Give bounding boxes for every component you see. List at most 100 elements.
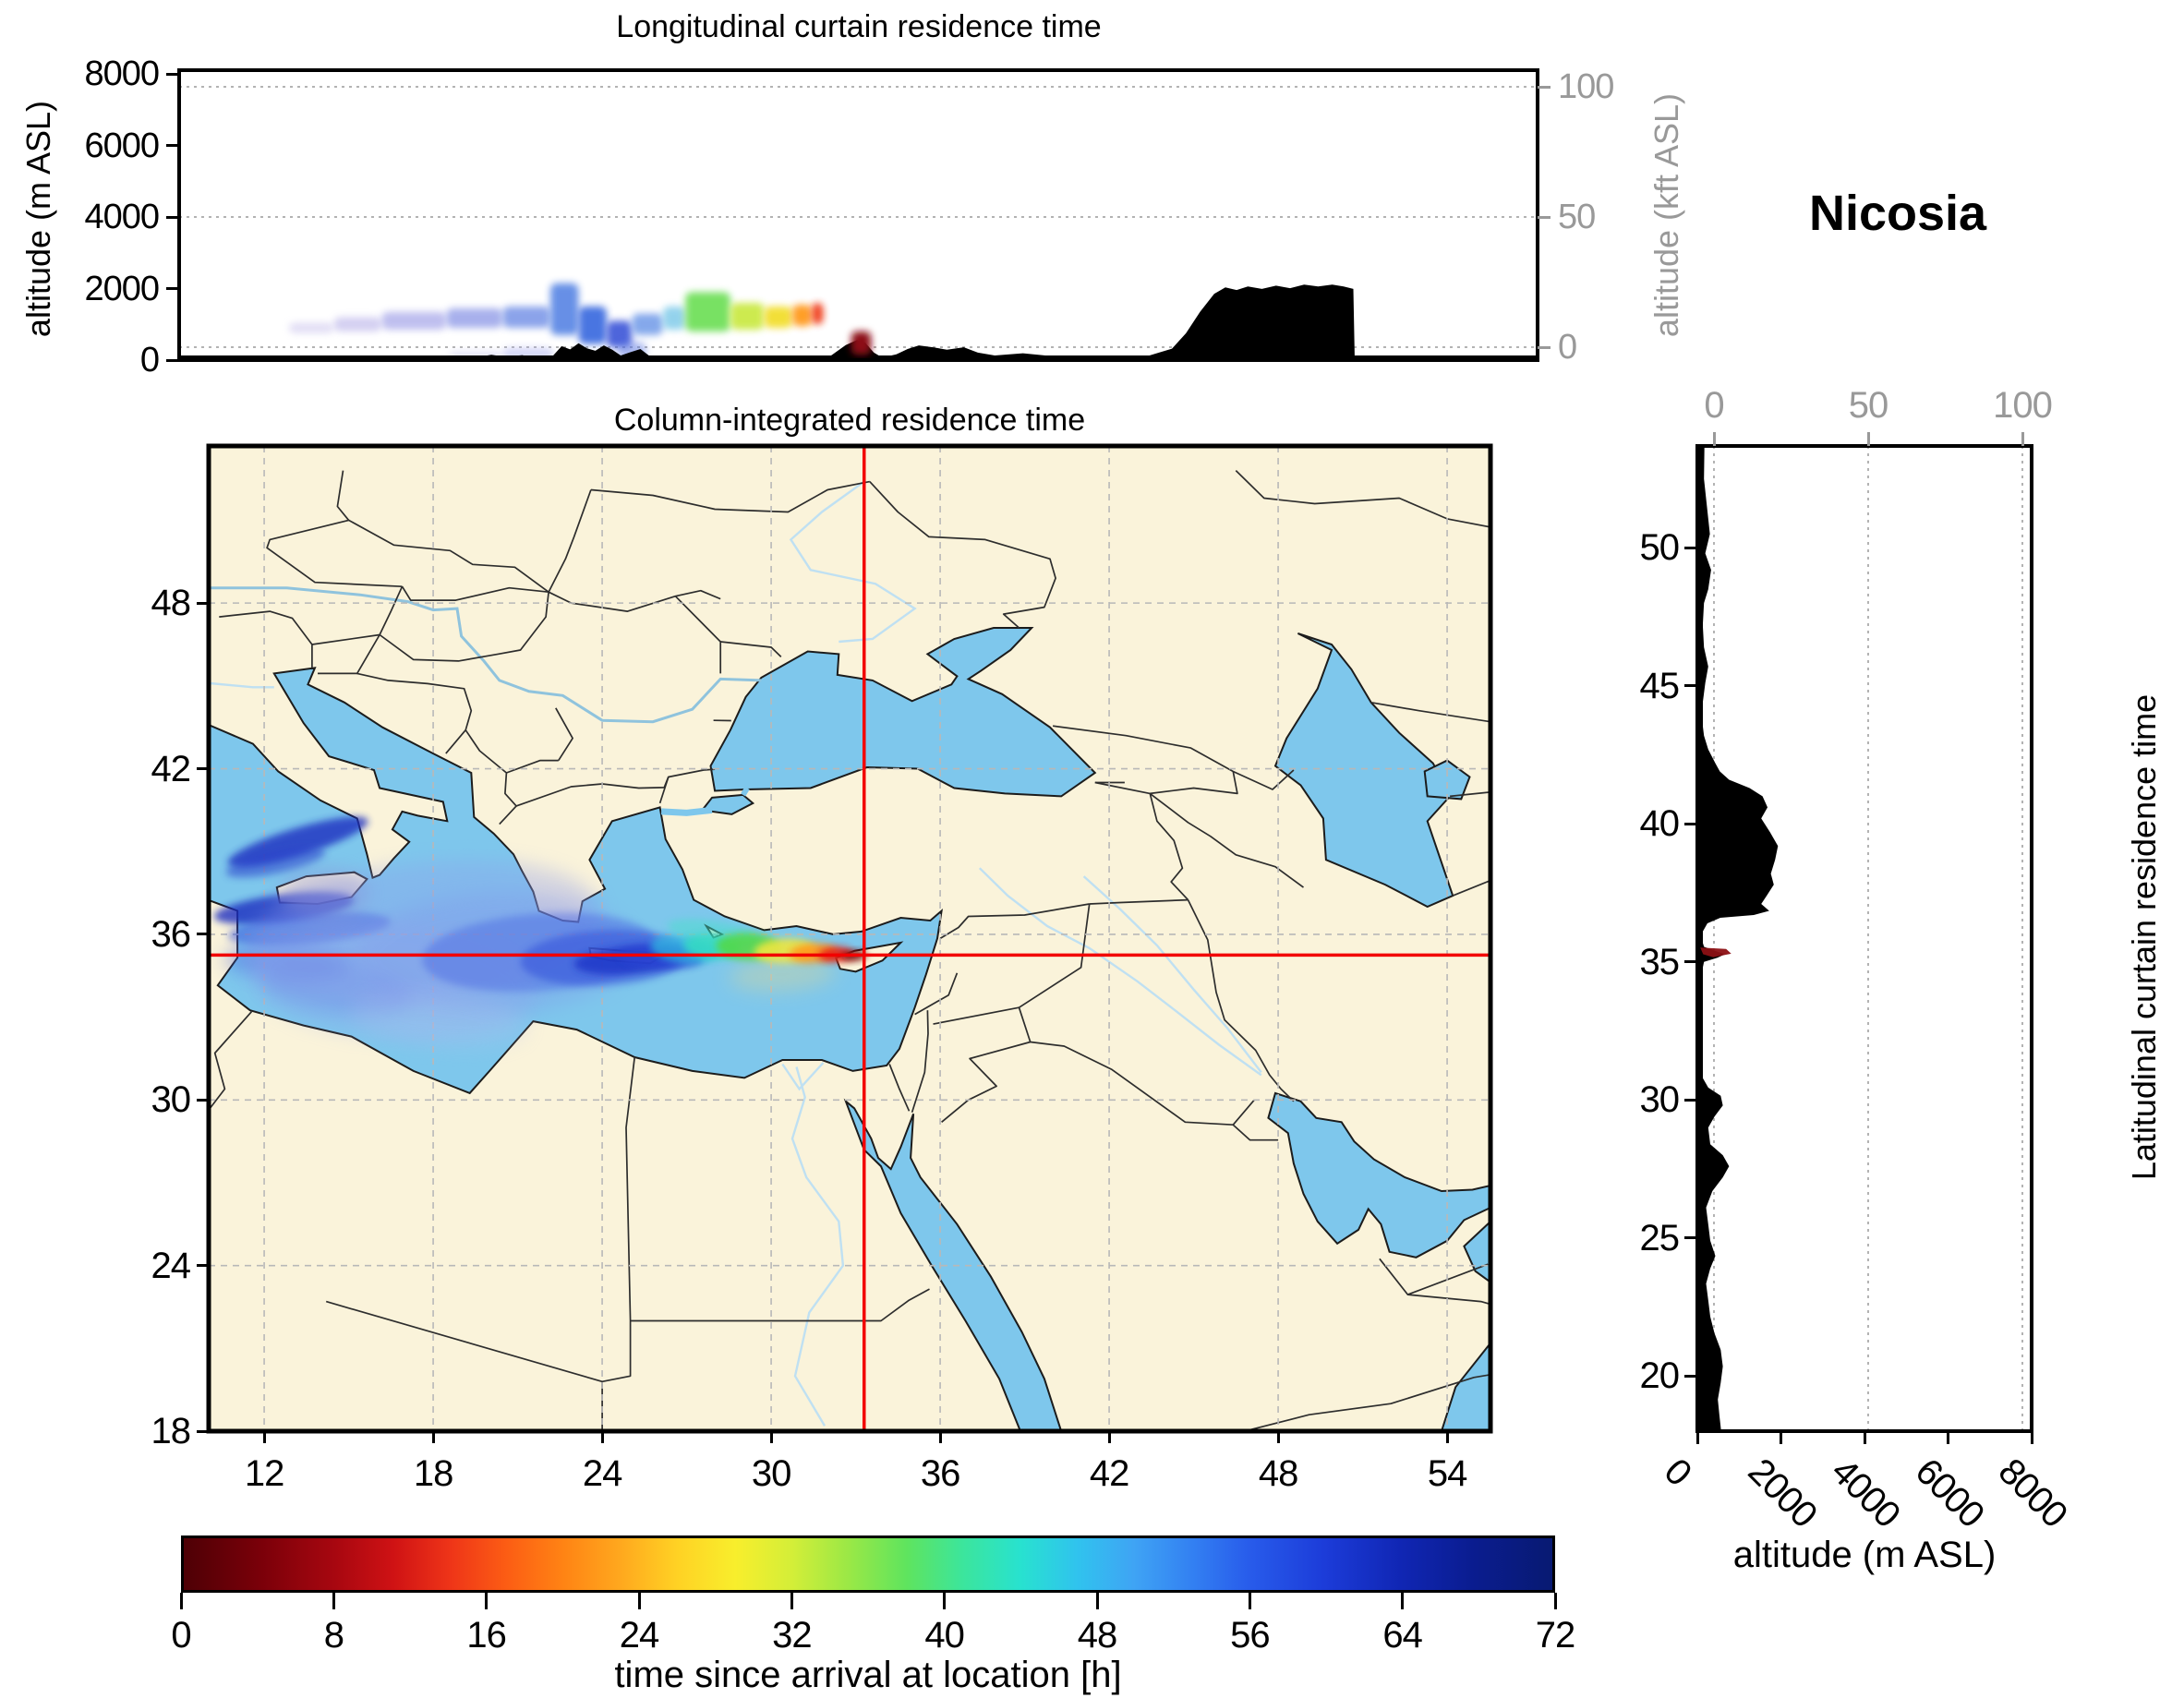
- tick-mark: [197, 1264, 209, 1268]
- tick-mark: [1684, 960, 1697, 964]
- country-border: [941, 1041, 1031, 1123]
- panel-frame: [206, 443, 1493, 1434]
- tick-mark: [1095, 1593, 1099, 1609]
- tick-mark: [1445, 1431, 1449, 1443]
- country-border: [1450, 791, 1490, 798]
- colorbar-tick-label: 64: [1382, 1615, 1423, 1656]
- country-border: [548, 489, 592, 593]
- country-border: [348, 519, 549, 593]
- curtain-plume-segment: [550, 283, 579, 335]
- tick-mark: [166, 72, 179, 76]
- country-border: [1187, 899, 1295, 1102]
- tick-mark: [1553, 1593, 1557, 1609]
- tick-mark: [1695, 1431, 1699, 1444]
- country-border: [1370, 701, 1490, 723]
- tick-mark: [1684, 1236, 1697, 1240]
- colorbar-tick-label: 24: [619, 1615, 660, 1656]
- map-lat-tick-label: 30: [151, 1079, 192, 1121]
- tick-mark: [197, 1429, 209, 1433]
- tick-mark: [943, 1593, 947, 1609]
- country-border: [379, 592, 549, 662]
- country-border: [401, 585, 549, 601]
- terrain-silhouette: [179, 284, 1538, 360]
- tick-mark: [769, 1431, 773, 1443]
- country-border: [1232, 1124, 1279, 1141]
- country-border: [325, 1300, 603, 1431]
- country-border: [1052, 725, 1295, 790]
- top-panel-alt-tick-label: 2000: [84, 269, 160, 308]
- top-panel-kft-tick-label: 0: [1558, 328, 1577, 367]
- map-lon-tick-label: 12: [244, 1453, 285, 1494]
- tick-mark: [1248, 1593, 1251, 1609]
- colorbar-label: time since arrival at location [h]: [614, 1655, 1122, 1695]
- map-lon-tick-label: 54: [1427, 1453, 1468, 1494]
- river: [789, 480, 917, 644]
- country-border: [219, 610, 313, 668]
- country-border: [933, 1006, 1255, 1126]
- country-border: [1094, 771, 1238, 795]
- tick-mark: [938, 1431, 942, 1443]
- curtain-plume-segment: [333, 317, 382, 331]
- colorbar-tick-label: 56: [1230, 1615, 1271, 1656]
- water-gulf_oman: [1463, 1220, 1490, 1283]
- right-panel-lat-tick-label: 45: [1639, 665, 1681, 706]
- tick-mark: [1947, 1431, 1949, 1444]
- right-panel-lat-tick-label: 20: [1639, 1355, 1681, 1397]
- curtain-plume-segment: [632, 313, 663, 335]
- colorbar-tick-label: 48: [1077, 1615, 1118, 1656]
- country-border: [1379, 1258, 1490, 1306]
- map-lon-tick-label: 42: [1089, 1453, 1130, 1494]
- river: [781, 1062, 825, 1091]
- river: [1082, 875, 1262, 1074]
- map-lat-tick-label: 24: [151, 1245, 192, 1286]
- map-lon-tick-label: 18: [413, 1453, 454, 1494]
- tick-mark: [1538, 345, 1551, 349]
- curtain-plume-segment: [662, 306, 686, 331]
- country-border: [266, 470, 403, 588]
- tick-mark: [1863, 1431, 1866, 1444]
- curtain-plume-segment: [446, 307, 503, 329]
- tick-mark: [431, 1431, 435, 1443]
- country-border: [869, 481, 1056, 629]
- country-border: [1452, 879, 1490, 897]
- colorbar: [181, 1535, 1555, 1593]
- country-border: [499, 772, 517, 825]
- colorbar-tick-label: 32: [772, 1615, 813, 1656]
- top-panel-alt-tick-label: 0: [139, 341, 160, 379]
- country-border: [515, 768, 716, 807]
- map-panel: [206, 443, 1493, 1434]
- tick-mark: [1684, 1098, 1697, 1102]
- tick-mark: [1684, 684, 1697, 688]
- curtain-plume-segment: [381, 311, 447, 331]
- right-panel-xlabel: altitude (m ASL): [1732, 1535, 1997, 1575]
- colorbar-tick-label: 0: [171, 1615, 191, 1656]
- map-lat-tick-label: 36: [151, 913, 192, 955]
- tick-mark: [1712, 432, 1716, 446]
- river: [209, 586, 762, 724]
- top-panel-alt-tick-label: 6000: [84, 126, 160, 165]
- tick-mark: [262, 1431, 266, 1443]
- right-panel-kft-tick-label: 50: [1848, 385, 1889, 426]
- tick-mark: [485, 1593, 489, 1609]
- tick-mark: [1401, 1593, 1405, 1609]
- country-border: [548, 589, 721, 612]
- river: [790, 1066, 845, 1427]
- country-border: [888, 1064, 911, 1112]
- curtain-plume-segment: [502, 306, 551, 329]
- curtain-plume-segment: [791, 304, 813, 327]
- country-border: [555, 707, 573, 762]
- right-panel-kft-tick-label: 100: [1993, 385, 2053, 426]
- terrain-profile: [1697, 446, 1779, 1431]
- top-panel-alt-tick-label: 8000: [84, 54, 160, 93]
- river: [209, 681, 274, 689]
- top-panel-alt-tick-label: 4000: [84, 198, 160, 236]
- country-border: [465, 729, 559, 774]
- country-border: [914, 972, 959, 1016]
- curtain-plume-segment: [578, 306, 607, 344]
- water-caspian: [1273, 632, 1454, 909]
- tick-mark: [197, 601, 209, 605]
- map-lat-tick-label: 42: [151, 748, 192, 789]
- country-border: [720, 641, 782, 658]
- country-border: [1149, 792, 1305, 888]
